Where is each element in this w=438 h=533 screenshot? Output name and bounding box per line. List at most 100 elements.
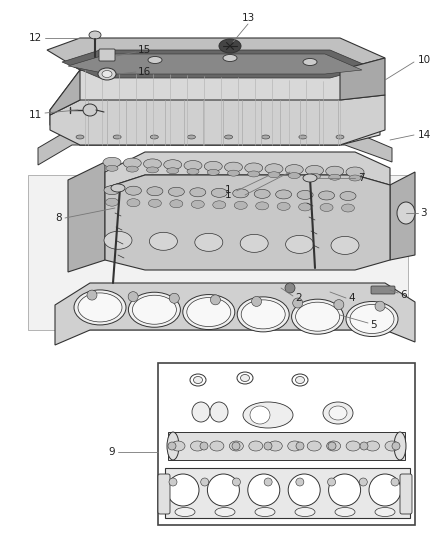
Ellipse shape bbox=[215, 507, 235, 516]
Polygon shape bbox=[68, 54, 362, 74]
Ellipse shape bbox=[342, 204, 354, 212]
Ellipse shape bbox=[277, 203, 290, 211]
FancyBboxPatch shape bbox=[371, 286, 395, 294]
Ellipse shape bbox=[78, 293, 122, 322]
Ellipse shape bbox=[233, 189, 249, 198]
Circle shape bbox=[264, 478, 272, 486]
Ellipse shape bbox=[195, 233, 223, 252]
Ellipse shape bbox=[227, 170, 240, 176]
Ellipse shape bbox=[187, 168, 199, 174]
Ellipse shape bbox=[346, 302, 398, 336]
Ellipse shape bbox=[307, 441, 321, 451]
Polygon shape bbox=[38, 128, 392, 165]
Ellipse shape bbox=[190, 374, 206, 386]
Polygon shape bbox=[28, 175, 408, 330]
Ellipse shape bbox=[262, 135, 270, 139]
Ellipse shape bbox=[285, 165, 303, 175]
Ellipse shape bbox=[331, 237, 359, 254]
Ellipse shape bbox=[102, 70, 112, 77]
Ellipse shape bbox=[184, 160, 202, 171]
Ellipse shape bbox=[167, 432, 179, 460]
Circle shape bbox=[87, 290, 97, 300]
Ellipse shape bbox=[250, 406, 270, 424]
Ellipse shape bbox=[132, 295, 177, 324]
Ellipse shape bbox=[126, 166, 138, 172]
Circle shape bbox=[232, 442, 240, 450]
Ellipse shape bbox=[299, 135, 307, 139]
Ellipse shape bbox=[89, 31, 101, 39]
Ellipse shape bbox=[288, 474, 320, 506]
Text: 14: 14 bbox=[418, 130, 431, 140]
Ellipse shape bbox=[106, 165, 118, 171]
Ellipse shape bbox=[113, 135, 121, 139]
Ellipse shape bbox=[335, 507, 355, 516]
Ellipse shape bbox=[299, 203, 311, 211]
Ellipse shape bbox=[346, 441, 360, 451]
Ellipse shape bbox=[397, 202, 415, 224]
Circle shape bbox=[391, 478, 399, 486]
Ellipse shape bbox=[128, 292, 180, 327]
Ellipse shape bbox=[111, 184, 125, 192]
Ellipse shape bbox=[303, 59, 317, 66]
Ellipse shape bbox=[295, 507, 315, 516]
Ellipse shape bbox=[256, 202, 268, 210]
Bar bbox=[158, 363, 415, 525]
Ellipse shape bbox=[183, 295, 235, 329]
Ellipse shape bbox=[303, 174, 317, 182]
Text: 2: 2 bbox=[295, 293, 302, 303]
Ellipse shape bbox=[148, 56, 162, 63]
Circle shape bbox=[334, 300, 344, 310]
Ellipse shape bbox=[168, 187, 184, 196]
Circle shape bbox=[375, 301, 385, 311]
Ellipse shape bbox=[305, 165, 324, 175]
Ellipse shape bbox=[190, 188, 206, 197]
Ellipse shape bbox=[248, 171, 260, 177]
Polygon shape bbox=[105, 175, 390, 270]
Ellipse shape bbox=[147, 187, 163, 196]
Ellipse shape bbox=[230, 441, 244, 451]
Ellipse shape bbox=[175, 507, 195, 516]
Text: 16: 16 bbox=[138, 67, 151, 77]
Ellipse shape bbox=[320, 204, 333, 212]
Ellipse shape bbox=[327, 441, 341, 451]
Ellipse shape bbox=[76, 135, 84, 139]
Ellipse shape bbox=[104, 185, 120, 195]
FancyBboxPatch shape bbox=[158, 474, 170, 514]
Ellipse shape bbox=[318, 191, 335, 200]
Ellipse shape bbox=[223, 54, 237, 61]
Ellipse shape bbox=[288, 173, 300, 179]
Polygon shape bbox=[390, 172, 415, 260]
Ellipse shape bbox=[98, 68, 116, 80]
Circle shape bbox=[359, 478, 367, 486]
Circle shape bbox=[128, 292, 138, 302]
Ellipse shape bbox=[144, 159, 162, 169]
Ellipse shape bbox=[336, 135, 344, 139]
Circle shape bbox=[201, 478, 209, 486]
Circle shape bbox=[200, 442, 208, 450]
Ellipse shape bbox=[225, 135, 233, 139]
Ellipse shape bbox=[149, 232, 177, 251]
Text: 1: 1 bbox=[225, 176, 268, 200]
Circle shape bbox=[264, 442, 272, 450]
FancyBboxPatch shape bbox=[99, 49, 115, 61]
Text: 11: 11 bbox=[29, 110, 42, 120]
Ellipse shape bbox=[148, 199, 162, 207]
Text: 8: 8 bbox=[55, 213, 62, 223]
Text: 12: 12 bbox=[29, 33, 42, 43]
Ellipse shape bbox=[234, 201, 247, 209]
Ellipse shape bbox=[237, 297, 289, 332]
Ellipse shape bbox=[340, 191, 356, 200]
Ellipse shape bbox=[288, 441, 302, 451]
Ellipse shape bbox=[123, 158, 141, 168]
Ellipse shape bbox=[328, 474, 360, 506]
Ellipse shape bbox=[296, 302, 339, 331]
Ellipse shape bbox=[210, 402, 228, 422]
Ellipse shape bbox=[350, 304, 394, 334]
Ellipse shape bbox=[210, 441, 224, 451]
FancyBboxPatch shape bbox=[400, 474, 412, 514]
Circle shape bbox=[251, 296, 261, 306]
Circle shape bbox=[296, 442, 304, 450]
Ellipse shape bbox=[254, 189, 270, 198]
Ellipse shape bbox=[191, 200, 204, 208]
Polygon shape bbox=[105, 152, 390, 188]
